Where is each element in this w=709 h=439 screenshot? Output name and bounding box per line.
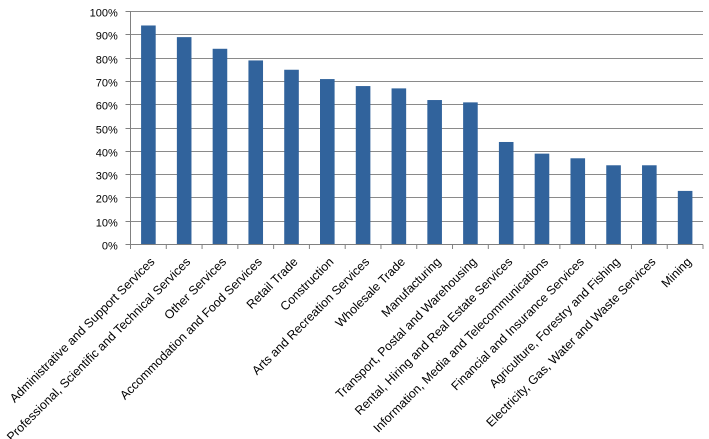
svg-text:20%: 20% <box>96 193 118 205</box>
svg-text:40%: 40% <box>96 147 118 159</box>
svg-text:30%: 30% <box>96 170 118 182</box>
svg-text:100%: 100% <box>90 7 118 19</box>
svg-text:60%: 60% <box>96 100 118 112</box>
svg-text:70%: 70% <box>96 77 118 89</box>
svg-text:0%: 0% <box>102 240 118 252</box>
svg-text:10%: 10% <box>96 217 118 229</box>
svg-text:90%: 90% <box>96 30 118 42</box>
svg-text:80%: 80% <box>96 54 118 66</box>
svg-text:50%: 50% <box>96 124 118 136</box>
